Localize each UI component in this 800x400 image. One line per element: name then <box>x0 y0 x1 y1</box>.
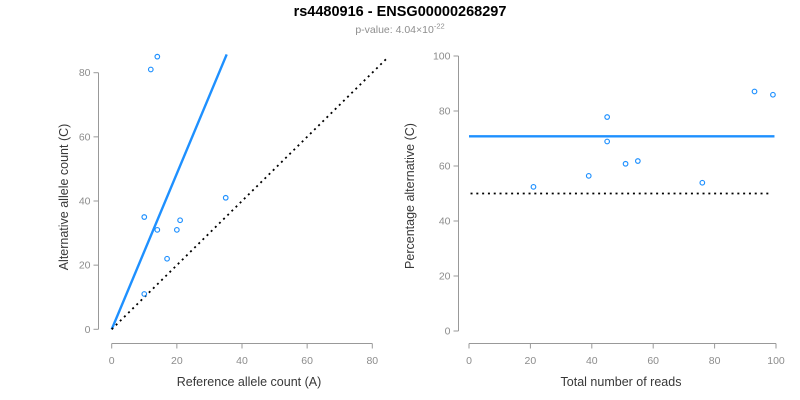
percentage-vs-reads-scatter: 0 20 40 60 80 100 0 20 40 60 80 100 Total number of … <box>403 51 785 390</box>
x-tick-label: 0 <box>109 355 115 367</box>
allele-count-scatter: 0 20 40 60 80 0 20 40 60 80 Reference allele count… <box>57 53 390 389</box>
x-tick-label: 40 <box>586 355 598 367</box>
data-point <box>634 158 641 164</box>
y-tick-label: 100 <box>433 51 451 63</box>
data-point <box>604 138 611 145</box>
x-tick-label: 40 <box>236 355 248 367</box>
pvalue-text: p-value: 4.04×10 <box>355 24 434 36</box>
y-tick-label: 60 <box>79 131 91 143</box>
y-tick-label: 0 <box>445 326 451 338</box>
fit-line <box>110 53 228 330</box>
y-tick-label: 60 <box>439 161 451 173</box>
data-point <box>622 160 629 167</box>
data-point <box>699 179 706 186</box>
identity-line <box>111 56 390 330</box>
y-tick-label: 40 <box>439 216 451 228</box>
data-point <box>530 184 537 190</box>
x-tick-label: 60 <box>301 355 313 367</box>
data-point <box>141 291 148 297</box>
data-point <box>222 194 229 201</box>
x-axis-title: Total number of reads <box>561 375 682 389</box>
data-point <box>585 173 592 179</box>
y-tick-label: 40 <box>79 196 91 208</box>
data-point <box>141 214 148 220</box>
x-axis-title: Reference allele count (A) <box>177 375 322 389</box>
data-point <box>177 217 183 224</box>
y-tick-label: 80 <box>439 106 451 118</box>
x-tick-label: 80 <box>709 355 721 367</box>
y-tick-label: 20 <box>439 271 451 283</box>
x-tick-label: 20 <box>525 355 537 367</box>
pvalue-exponent: -22 <box>433 21 445 31</box>
y-axis-title: Alternative allele count (C) <box>57 124 71 271</box>
x-tick-label: 100 <box>767 355 785 367</box>
x-tick-label: 80 <box>366 355 378 367</box>
data-point <box>154 226 161 233</box>
y-tick-label: 80 <box>79 67 91 79</box>
x-tick-label: 60 <box>647 355 659 367</box>
x-tick-label: 20 <box>171 355 183 367</box>
figure-title: rs4480916 - ENSG00000268297 <box>293 4 507 20</box>
y-axis-title: Percentage alternative (C) <box>403 123 417 269</box>
data-point <box>770 91 776 98</box>
x-tick-label: 0 <box>466 355 472 367</box>
data-point <box>173 226 180 233</box>
data-point <box>751 88 758 95</box>
data-point <box>154 53 161 60</box>
y-tick-label: 0 <box>85 324 91 336</box>
y-tick-label: 20 <box>79 260 91 272</box>
data-point <box>604 114 611 120</box>
figure-subtitle: p-value: 4.04×10-22 <box>0 21 800 36</box>
data-point <box>147 66 154 73</box>
data-point <box>164 255 170 262</box>
